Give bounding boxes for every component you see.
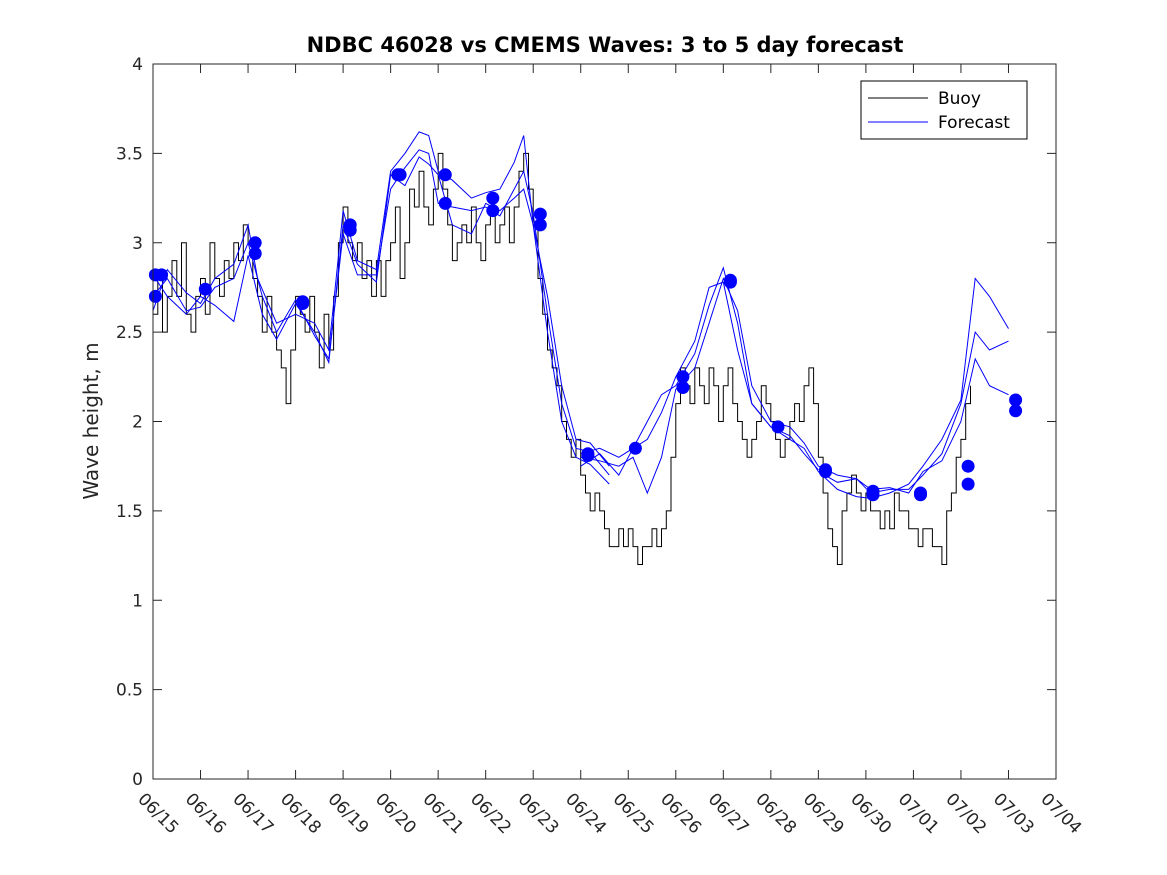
forecast-marker-32 [914, 488, 927, 502]
x-tick-label: 07/04 [1036, 789, 1085, 838]
plot-area [148, 131, 1023, 565]
forecast-marker-33 [961, 459, 975, 473]
forecast-marker-4 [198, 282, 212, 296]
y-tick-label: 3.5 [116, 144, 143, 164]
forecast-marker-17 [533, 207, 547, 221]
y-tick-label: 1.5 [116, 502, 143, 522]
forecast-marker-12 [393, 168, 407, 182]
x-tick-label: 06/26 [656, 789, 705, 838]
x-tick-label: 06/20 [371, 789, 420, 838]
forecast-marker-14 [438, 196, 452, 210]
forecast-marker-36 [1009, 404, 1023, 418]
x-tick-label: 07/01 [894, 789, 943, 838]
forecast-marker-3 [155, 268, 169, 282]
series-forecast-run-3 [152, 156, 610, 467]
forecast-marker-28 [819, 465, 832, 479]
x-tick-label: 06/25 [609, 789, 658, 838]
forecast-marker-13 [438, 168, 452, 182]
forecast-marker-22 [676, 370, 690, 384]
x-tick-label: 06/30 [846, 789, 895, 838]
forecast-marker-20 [581, 449, 595, 462]
series-forecast-run-7 [818, 357, 1009, 494]
x-tick-label: 06/15 [133, 789, 182, 838]
y-tick-label: 4 [132, 55, 143, 75]
chart-title: NDBC 46028 vs CMEMS Waves: 3 to 5 day fo… [307, 33, 904, 57]
forecast-marker-23 [676, 381, 690, 394]
y-tick-label: 0 [132, 770, 143, 790]
forecast-marker-34 [961, 477, 975, 491]
forecast-marker-2 [148, 289, 162, 303]
x-tick-label: 07/03 [989, 789, 1038, 838]
y-tick-label: 0.5 [116, 681, 143, 701]
legend-box [860, 80, 1028, 140]
y-axis-label: Wave height, m [79, 342, 103, 499]
x-tick-label: 06/27 [704, 789, 753, 838]
forecast-marker-18 [533, 218, 547, 232]
x-tick-label: 06/21 [419, 789, 468, 838]
x-tick-label: 06/16 [181, 789, 230, 838]
forecast-marker-8 [296, 297, 310, 310]
series-forecast-run-2 [152, 149, 610, 476]
series-forecast-run-9 [818, 277, 1009, 499]
series-forecast-run-1 [152, 131, 610, 485]
x-tick-label: 06/19 [324, 789, 373, 838]
legend-forecast-label: Forecast [938, 113, 1010, 133]
axes: 00.511.522.533.5406/1506/1606/1706/1806/… [116, 55, 1085, 838]
forecast-marker-30 [866, 488, 880, 502]
forecast-marker-35 [1009, 393, 1023, 407]
forecast-marker-26 [771, 420, 785, 434]
x-tick-label: 06/23 [514, 789, 563, 838]
series-buoy-line [153, 152, 971, 565]
forecast-marker-6 [248, 247, 262, 260]
legend: Buoy Forecast [860, 80, 1028, 140]
forecast-marker-21 [628, 441, 642, 455]
x-tick-label: 06/29 [799, 789, 848, 838]
legend-buoy-label: Buoy [938, 89, 981, 109]
x-tick-label: 06/18 [276, 789, 325, 838]
series-forecast-run-4 [580, 281, 819, 472]
plot-frame [152, 63, 1057, 780]
series-forecast-run-8 [818, 330, 1009, 494]
x-tick-label: 07/02 [941, 789, 990, 838]
x-tick-label: 06/28 [751, 789, 800, 838]
y-tick-label: 2.5 [116, 323, 143, 343]
forecast-marker-5 [248, 236, 262, 250]
forecast-marker-15 [486, 191, 500, 205]
x-tick-label: 06/24 [561, 789, 610, 838]
y-tick-label: 3 [132, 234, 143, 254]
forecast-marker-10 [343, 223, 357, 237]
x-tick-label: 06/22 [466, 789, 515, 838]
y-tick-label: 2 [132, 413, 143, 433]
y-tick-label: 1 [132, 591, 143, 611]
forecast-marker-25 [723, 275, 737, 289]
forecast-marker-16 [486, 204, 500, 218]
x-tick-label: 06/17 [229, 789, 278, 838]
